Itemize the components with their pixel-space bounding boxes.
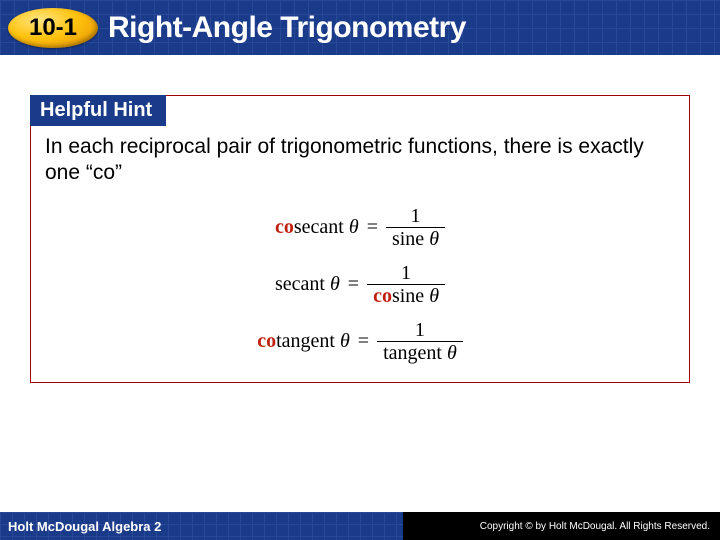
numerator: 1 [404, 205, 426, 227]
denominator: sine θ [386, 227, 445, 250]
den-rest: tangent [383, 342, 442, 364]
theta: θ [429, 228, 439, 250]
eq-left-rest: secant [275, 273, 325, 295]
fraction: 1 tangent θ [377, 319, 463, 364]
theta: θ [349, 216, 359, 238]
section-number: 10-1 [29, 14, 77, 42]
equals: = [358, 330, 369, 353]
numerator: 1 [395, 262, 417, 284]
denominator: cosine θ [367, 284, 445, 307]
eq-left-rest: secant [294, 216, 344, 238]
header-bar: 10-1 Right-Angle Trigonometry [0, 0, 720, 55]
den-rest: sine [392, 285, 424, 307]
content-area: Helpful Hint In each reciprocal pair of … [0, 55, 720, 383]
hint-label: Helpful Hint [30, 95, 166, 126]
footer-left: Holt McDougal Algebra 2 [0, 512, 403, 540]
numerator: 1 [409, 319, 431, 341]
co-prefix: co [257, 330, 276, 352]
fraction: 1 cosine θ [367, 262, 445, 307]
equation-cotangent: cotangent θ = 1 tangent θ [257, 319, 463, 364]
footer-bar: Holt McDougal Algebra 2 Copyright © by H… [0, 512, 720, 540]
book-title: Holt McDougal Algebra 2 [8, 519, 161, 534]
eq-left: cosecant θ [275, 216, 359, 239]
hint-box: Helpful Hint In each reciprocal pair of … [30, 95, 690, 383]
section-badge: 10-1 [8, 8, 98, 48]
co-prefix: co [373, 285, 392, 307]
den-rest: sine [392, 228, 424, 250]
fraction: 1 sine θ [386, 205, 445, 250]
equals: = [367, 216, 378, 239]
footer-right: Copyright © by Holt McDougal. All Rights… [403, 512, 720, 540]
copyright-text: Copyright © by Holt McDougal. All Rights… [480, 521, 710, 532]
theta: θ [340, 330, 350, 352]
eq-left: cotangent θ [257, 330, 350, 353]
eq-left-rest: tangent [276, 330, 335, 352]
denominator: tangent θ [377, 341, 463, 364]
equation-secant: secant θ = 1 cosine θ [275, 262, 445, 307]
co-prefix: co [275, 216, 294, 238]
eq-left: secant θ [275, 273, 340, 296]
theta: θ [429, 285, 439, 307]
equations: cosecant θ = 1 sine θ secant θ = 1 cosin… [45, 205, 675, 364]
page-title: Right-Angle Trigonometry [108, 11, 466, 45]
hint-text: In each reciprocal pair of trigonometric… [45, 134, 675, 187]
equation-cosecant: cosecant θ = 1 sine θ [275, 205, 445, 250]
equals: = [348, 273, 359, 296]
theta: θ [447, 342, 457, 364]
theta: θ [330, 273, 340, 295]
